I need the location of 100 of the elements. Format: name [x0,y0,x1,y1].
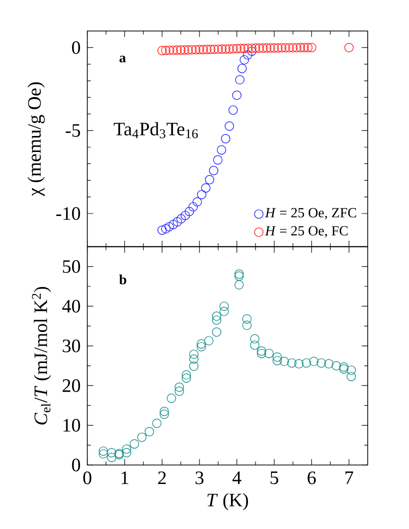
point [196,342,206,352]
y-tick-label: 40 [62,300,80,313]
point [197,190,206,200]
point [243,44,253,53]
y-tick-label: 30 [62,340,80,352]
point [292,43,302,52]
point [339,362,348,372]
point [98,449,108,459]
point [180,210,190,220]
point [243,50,252,60]
point [204,175,214,184]
point [280,43,290,52]
point [250,334,260,344]
point [160,406,169,416]
point [180,45,190,55]
point [219,302,229,311]
point [212,315,222,325]
point [247,44,256,53]
point [224,121,234,131]
point [202,44,212,54]
point [182,370,192,380]
point [270,43,279,53]
point [182,373,192,383]
point [184,206,194,216]
point [299,42,309,52]
point [161,46,170,56]
point [288,43,298,52]
point [250,340,260,350]
point [346,365,356,375]
point [254,43,264,53]
point [346,372,356,382]
point [216,145,226,155]
point [220,44,230,54]
point [234,280,244,290]
point [122,444,132,454]
point [188,202,198,212]
point [212,312,222,321]
x-tick-label: 6 [308,472,316,484]
x-tick-label: 5 [270,472,278,484]
point [189,350,198,359]
annotation: b [119,274,126,284]
annotation: a [119,56,126,62]
x-tick-label: 2 [158,472,166,484]
legend-label: H = 25 Oe, ZFC [264,208,356,220]
point [194,44,204,54]
point [266,43,276,53]
point [213,155,222,165]
point [106,452,116,462]
x-axis-title: T (K) [207,493,248,510]
point [106,448,116,458]
point [212,327,222,337]
point [339,364,348,374]
point [240,55,249,65]
point [219,306,229,316]
point [232,44,242,54]
point [273,43,283,53]
point [189,362,198,371]
point [272,352,282,362]
point [176,45,186,55]
point [242,314,252,324]
point [152,418,162,428]
point [303,42,313,52]
point [258,43,268,53]
point [174,382,184,392]
point [157,46,167,56]
point [206,44,216,54]
y-axis-title: C$_{el}$/T (mJ/mol K$^{2}$) [32,286,52,425]
point [272,356,282,366]
point [294,359,304,368]
annotation: Ta$_{4}$Pd$_{3}$Te$_{16}$ [114,122,198,138]
point [198,44,208,54]
point [201,183,210,193]
point [277,43,286,52]
point [240,44,249,54]
point [164,46,174,55]
point [232,90,242,100]
x-tick-label: 1 [122,472,128,484]
x-tick-label: 4 [232,472,242,484]
point [296,42,306,52]
point [247,46,256,56]
point [144,427,154,436]
point [280,356,289,366]
point [224,44,234,54]
point [344,42,354,52]
point [284,43,294,52]
point [235,75,244,84]
point [302,358,312,368]
y-tick-label: 0 [72,458,80,472]
x-tick-label: 7 [346,472,354,484]
point [332,361,341,370]
point [250,43,260,53]
y-tick-label: 10 [64,418,80,432]
point [217,44,227,54]
point [316,358,326,368]
point [242,320,252,330]
point [220,134,230,144]
point [309,356,319,366]
point [256,348,266,358]
point [122,448,132,458]
point [204,336,214,346]
